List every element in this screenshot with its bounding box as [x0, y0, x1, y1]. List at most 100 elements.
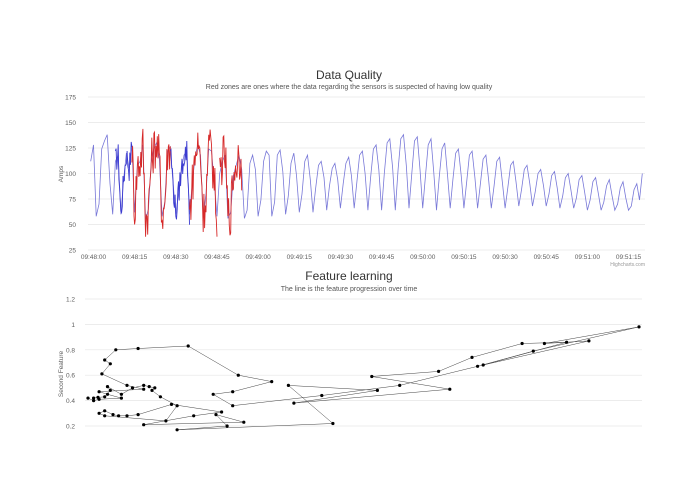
- chart-2-title: Feature learning: [305, 269, 392, 283]
- chart-2-point[interactable]: [119, 392, 123, 396]
- chart-1-gridlines: [88, 96, 645, 251]
- chart-2-point[interactable]: [117, 414, 121, 418]
- chart-2-point[interactable]: [375, 388, 379, 392]
- chart-2-point[interactable]: [476, 364, 480, 368]
- chart-2-point[interactable]: [164, 419, 168, 423]
- chart-2-point[interactable]: [119, 396, 123, 400]
- chart-1-y-tick: 50: [69, 222, 77, 229]
- chart-2-point[interactable]: [192, 414, 196, 418]
- chart-2-point[interactable]: [103, 395, 107, 399]
- chart-2-point[interactable]: [97, 411, 101, 415]
- chart-2-point[interactable]: [169, 402, 174, 406]
- chart-1-x-tick: 09:48:45: [204, 254, 230, 261]
- chart-1-y-tick: 175: [65, 95, 76, 102]
- chart-2-point[interactable]: [437, 369, 441, 373]
- chart-2-point[interactable]: [175, 428, 179, 432]
- chart-2-point[interactable]: [105, 392, 110, 396]
- chart-2-point[interactable]: [481, 363, 485, 367]
- chart-1-x-tick: 09:49:00: [245, 254, 271, 261]
- chart-2-point[interactable]: [225, 424, 229, 428]
- chart-2-point[interactable]: [92, 399, 96, 403]
- chart-1-y-tick: 150: [65, 120, 76, 127]
- chart-2-point[interactable]: [153, 386, 157, 390]
- chart-1-x-tick: 09:49:30: [328, 254, 354, 261]
- chart-2-point[interactable]: [147, 385, 151, 389]
- chart-2-point[interactable]: [186, 344, 190, 348]
- chart-2-point[interactable]: [242, 420, 246, 424]
- chart-2-point[interactable]: [398, 383, 402, 387]
- chart-2-point[interactable]: [520, 341, 524, 346]
- chart-2-point[interactable]: [97, 390, 101, 394]
- chart-1-y-tick: 100: [65, 171, 76, 178]
- chart-2-point[interactable]: [142, 387, 146, 391]
- chart-2-point[interactable]: [220, 410, 224, 414]
- chart-2-point[interactable]: [114, 348, 118, 352]
- chart-1-x-tick: 09:49:45: [369, 254, 395, 261]
- chart-2-point[interactable]: [92, 396, 96, 400]
- chart-2-point[interactable]: [175, 404, 179, 408]
- chart-2-point[interactable]: [100, 372, 104, 376]
- chart-2-point[interactable]: [231, 404, 235, 408]
- chart-2-point[interactable]: [136, 413, 140, 417]
- chart-1-credit[interactable]: Highcharts.com: [610, 262, 645, 268]
- chart-2-point[interactable]: [331, 421, 335, 426]
- chart-1-y-tick: 75: [69, 197, 77, 204]
- chart-2-point[interactable]: [370, 374, 374, 379]
- chart-1-x-tick: 09:51:00: [575, 254, 601, 261]
- chart-1-x-tick: 09:50:45: [534, 254, 560, 261]
- chart-2-point[interactable]: [86, 396, 90, 400]
- chart-2-point[interactable]: [286, 383, 290, 387]
- chart-1-x-tick: 09:48:30: [163, 254, 189, 261]
- chart-2-point[interactable]: [211, 392, 215, 396]
- chart-2-point[interactable]: [111, 413, 115, 417]
- chart-2-y-axis-label: Second Feature: [58, 350, 65, 397]
- chart-1-y-tick: 125: [65, 146, 76, 153]
- chart-1-quality-zone-blue: [114, 141, 133, 215]
- chart-2-point[interactable]: [637, 325, 641, 329]
- chart-2-point[interactable]: [531, 349, 535, 353]
- chart-2-point[interactable]: [470, 355, 474, 359]
- chart-2-subtitle: The line is the feature progression over…: [281, 286, 418, 293]
- chart-1-x-tick: 09:49:15: [287, 254, 313, 261]
- chart-2-point[interactable]: [130, 386, 135, 390]
- chart-2-point[interactable]: [565, 340, 569, 344]
- chart-2-y-tick: 0.6: [66, 373, 75, 380]
- chart-1-y-tick-labels: 175 150 125 100 75 50 25: [65, 95, 76, 255]
- chart-2-point[interactable]: [136, 346, 140, 351]
- chart-1-quality-zone-blue: [169, 140, 190, 225]
- chart-2-series-line: [87, 326, 640, 431]
- chart-2-point[interactable]: [448, 387, 452, 391]
- chart-2-point[interactable]: [103, 358, 107, 362]
- chart-2-point[interactable]: [108, 362, 112, 366]
- chart-1-x-tick: 09:50:30: [492, 254, 518, 261]
- chart-2-point[interactable]: [270, 380, 274, 384]
- chart-2-point[interactable]: [231, 390, 235, 394]
- chart-2-point[interactable]: [105, 385, 110, 389]
- chart-1-x-tick: 09:48:00: [81, 254, 107, 261]
- chart-2-point[interactable]: [150, 388, 154, 392]
- chart-2-point[interactable]: [103, 409, 107, 413]
- chart-2-point[interactable]: [125, 414, 129, 418]
- chart-2-point[interactable]: [97, 397, 101, 401]
- chart-2-point[interactable]: [320, 393, 324, 398]
- chart-1-subtitle: Red zones are ones where the data regard…: [206, 84, 493, 91]
- chart-2-point[interactable]: [236, 373, 240, 377]
- chart-1-x-tick: 09:50:00: [410, 254, 436, 261]
- chart-1-x-tick: 09:51:15: [616, 254, 642, 261]
- chart-2-point[interactable]: [142, 423, 146, 427]
- chart-2-point[interactable]: [292, 401, 296, 405]
- chart-2-point[interactable]: [214, 413, 218, 417]
- chart-2-gridlines: [85, 298, 642, 427]
- chart-1-quality-zone-red: [219, 134, 243, 236]
- chart-2-point[interactable]: [142, 383, 146, 387]
- chart-2-point[interactable]: [125, 383, 129, 387]
- chart-1-series-line: [90, 133, 643, 220]
- chart-2-point[interactable]: [158, 395, 162, 399]
- chart-2-point[interactable]: [108, 388, 112, 392]
- chart-2-y-tick: 0.2: [66, 424, 75, 431]
- chart-2-point[interactable]: [587, 339, 591, 343]
- feature-learning-chart: Feature learning The line is the feature…: [58, 269, 642, 432]
- chart-2-point[interactable]: [542, 341, 547, 346]
- chart-2-point[interactable]: [103, 414, 107, 418]
